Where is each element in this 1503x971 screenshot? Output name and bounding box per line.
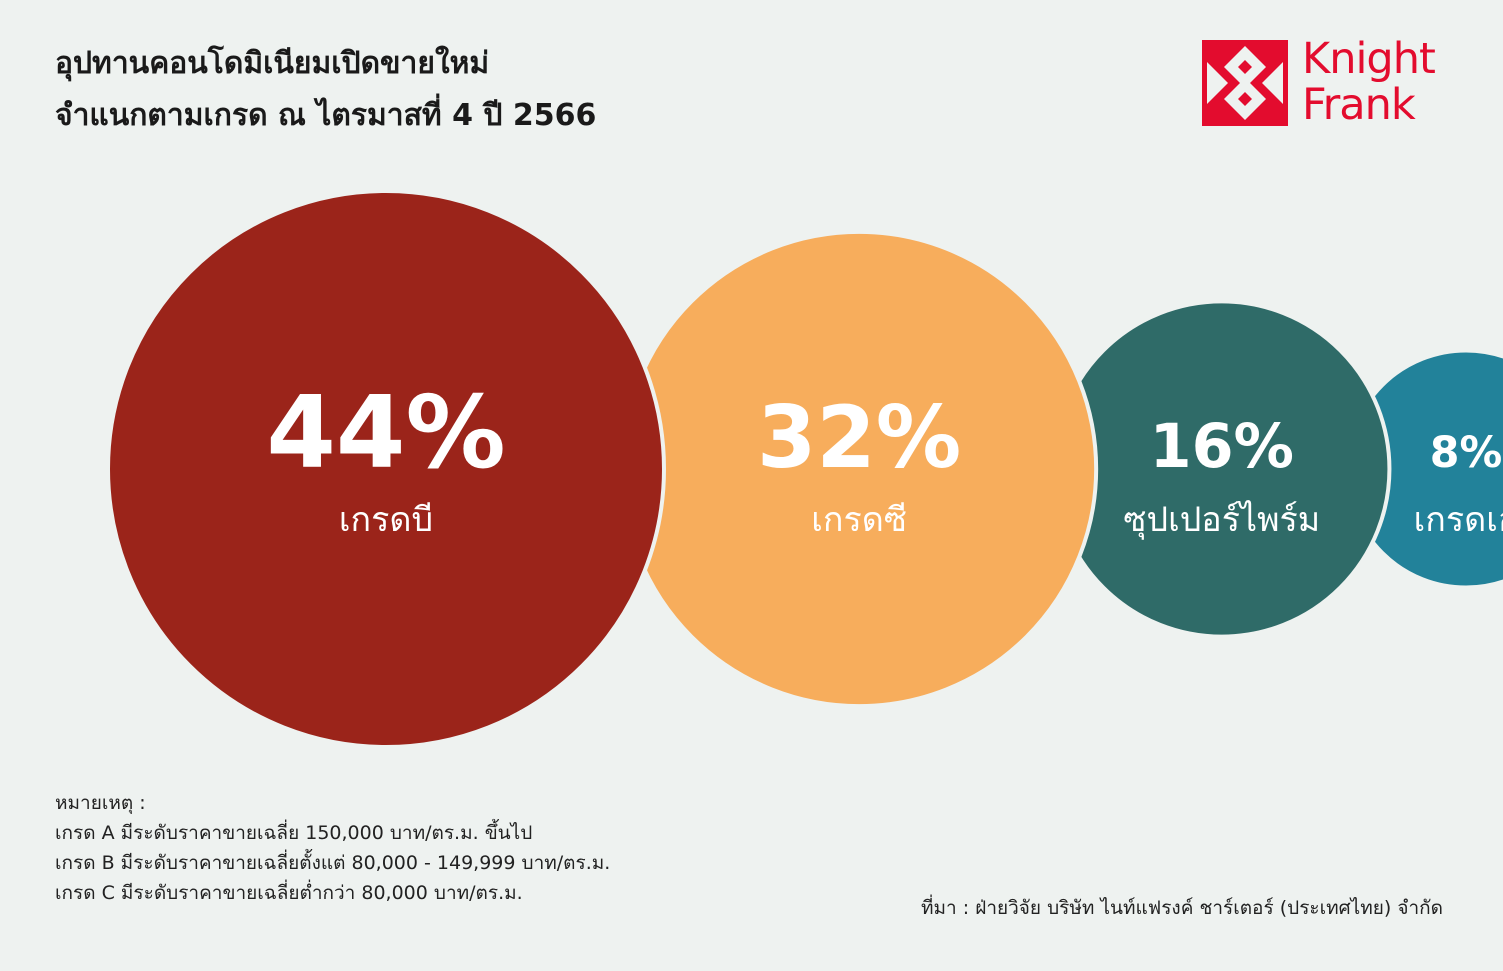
title-line-1: อุปทานคอนโดมิเนียมเปิดขายใหม่ — [55, 46, 490, 81]
notes: หมายเหตุ : เกรด A มีระดับราคาขายเฉลี่ย 1… — [55, 788, 610, 908]
category-label: เกรดซี — [811, 500, 907, 540]
logo-line-2: Frank — [1302, 80, 1416, 130]
data-label: 44% — [266, 374, 505, 491]
data-label: 8% — [1430, 428, 1502, 478]
note-item: เกรด A มีระดับราคาขายเฉลี่ย 150,000 บาท/… — [55, 822, 533, 844]
note-item: เกรด B มีระดับราคาขายเฉลี่ยตั้งแต่ 80,00… — [55, 852, 611, 874]
data-label: 16% — [1150, 412, 1294, 482]
source-note: ที่มา : ฝ่ายวิจัย บริษัท ไนท์แฟรงค์ ชาร์… — [921, 897, 1443, 919]
data-label: 32% — [757, 389, 961, 488]
title-line-2: จำแนกตามเกรด ณ ไตรมาสที่ 4 ปี 2566 — [55, 98, 597, 133]
category-label: เกรดบี — [339, 500, 433, 540]
note-item: เกรด C มีระดับราคาขายเฉลี่ยต่ำกว่า 80,00… — [55, 882, 523, 904]
chart-title: อุปทานคอนโดมิเนียมเปิดขายใหม่ จำแนกตามเก… — [55, 38, 596, 142]
logo-wordmark: Knight Frank — [1302, 34, 1436, 130]
knight-frank-logo-icon — [1202, 40, 1288, 126]
category-label: ซุปเปอร์ไพร์ม — [1123, 500, 1320, 540]
category-label: เกรดเอ — [1414, 500, 1503, 540]
bubble-1 — [106, 189, 666, 749]
logo-line-1: Knight — [1302, 34, 1436, 84]
notes-heading: หมายเหตุ : — [55, 792, 146, 814]
